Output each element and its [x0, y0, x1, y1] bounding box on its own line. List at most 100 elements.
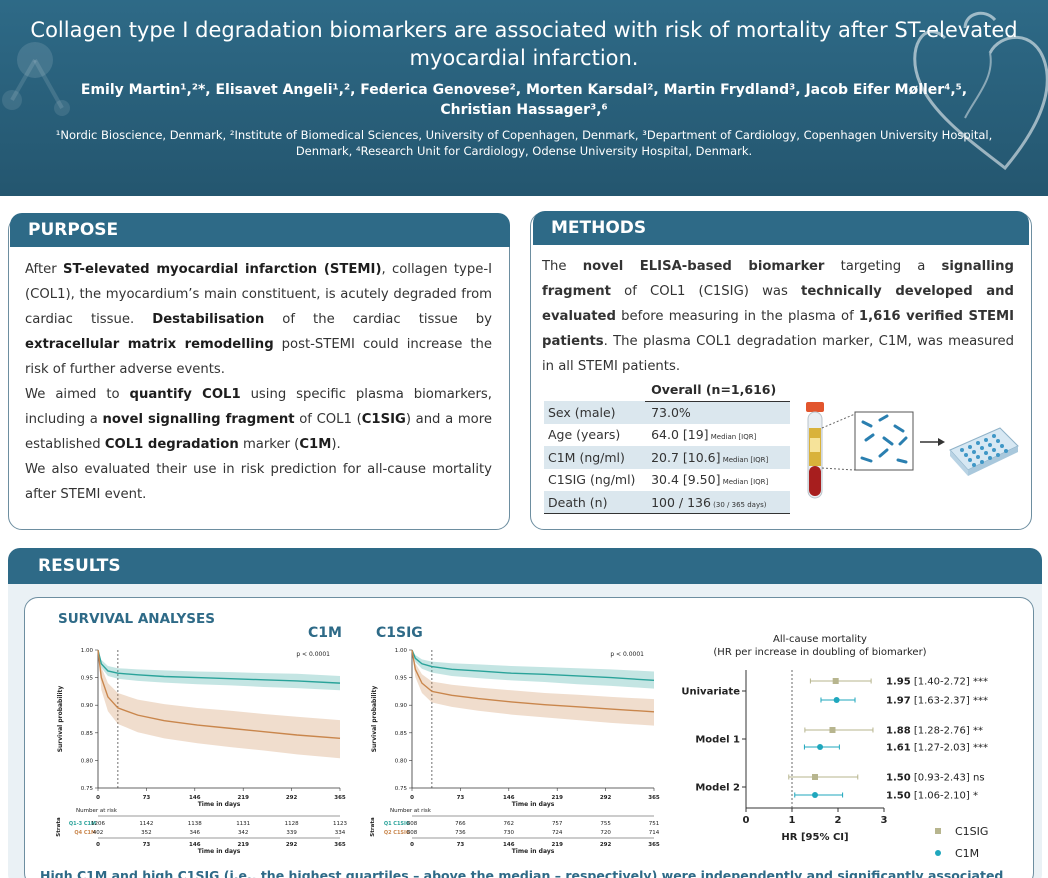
hr-ci: [1.28-2.76] ** [911, 726, 983, 737]
hr-ci: [1.40-2.72] *** [911, 677, 988, 688]
risk-value: 1128 [285, 821, 299, 827]
affiliations-line2: Denmark, ⁴Research Unit for Cardiology, … [295, 144, 753, 158]
y-tick-label: 0.95 [81, 676, 94, 682]
forest-title: All-cause mortality [773, 634, 867, 645]
y-tick-label: 0.80 [395, 758, 408, 764]
y-tick-label: 0.75 [81, 786, 94, 792]
text-segment: using specific plasma biomarkers, includ… [25, 387, 492, 427]
purpose-text: After ST-elevated myocardial infarction … [25, 257, 492, 507]
arrow-right-icon [920, 438, 945, 446]
risk-x-tick-label: 365 [648, 842, 660, 848]
risk-x-tick-label: 292 [286, 842, 298, 848]
text-segment: We also evaluated their use in risk pred… [25, 462, 492, 502]
x-tick-label: 73 [457, 795, 465, 801]
legend-label: C1M [955, 847, 979, 860]
table-cell-value: 64.0 [19] Median [IQR] [645, 424, 790, 447]
value-text: 20.7 [10.6] [651, 449, 721, 465]
y-tick-label: 0.90 [81, 703, 94, 709]
risk-value: 736 [455, 830, 466, 836]
hr-point-circle [833, 697, 840, 703]
hr-point-circle [817, 744, 824, 750]
x-tick-label: 365 [334, 795, 346, 801]
risk-row-name: Q1 C1SIG [384, 821, 410, 827]
table-cell-label: Age (years) [548, 427, 621, 443]
risk-value: 334 [335, 830, 346, 836]
hr-text: 1.50 [0.93-2.43] ns [886, 773, 985, 784]
risk-value: 1142 [139, 821, 153, 827]
forest-group-label: Model 2 [695, 783, 740, 794]
poster-header: Collagen type I degradation biomarkers a… [0, 0, 1048, 196]
risk-x-tick-label: 0 [96, 842, 100, 848]
risk-value: 757 [552, 821, 563, 827]
y-axis-label: Survival probability [371, 686, 378, 753]
text-segment: novel ELISA-based biomarker [582, 259, 825, 274]
value-text: 100 / 136 [651, 494, 711, 510]
text-segment: before measuring in the plasma of [615, 309, 859, 324]
risk-x-tick-label: 219 [237, 842, 249, 848]
risk-table-header: Number at risk [76, 808, 118, 814]
text-segment: 1,616 verified STEMI patients [542, 309, 1014, 349]
y-tick-label: 0.90 [395, 703, 408, 709]
methods-heading: METHODS [533, 211, 1029, 245]
p-value-label: p < 0.0001 [296, 651, 330, 658]
y-tick-label: 0.85 [395, 731, 408, 737]
hr-value: 1.95 [886, 677, 911, 688]
authors-line2: Christian Hassager³,⁶ [440, 102, 608, 118]
risk-row-name: Q1-3 C1M [69, 821, 96, 827]
hr-point-circle [812, 792, 818, 798]
risk-x-tick-label: 365 [334, 842, 346, 848]
x-axis-label: Time in days [512, 801, 555, 808]
risk-value: 1123 [333, 821, 347, 827]
forest-plot: All-cause mortality (HR per increase in d… [681, 634, 988, 860]
risk-x-tick-label: 146 [503, 842, 515, 848]
risk-x-tick-label: 73 [457, 842, 465, 848]
results-heading: RESULTS [8, 548, 1042, 584]
hr-ci: [1.27-2.03] *** [911, 743, 988, 754]
table-cell-value: 30.4 [9.50] Median [IQR] [645, 469, 790, 492]
y-tick-label: 0.85 [81, 731, 94, 737]
hr-value: 1.50 [886, 773, 911, 784]
heart-outline-icon [913, 11, 1048, 171]
x-tick-label: 219 [237, 795, 249, 801]
text-segment: post-STEMI could increase the risk of fu… [25, 337, 492, 377]
value-text: 64.0 [19] [651, 427, 709, 443]
table-cell-label: C1SIG (ng/ml) [548, 472, 636, 488]
hr-ci: [0.93-2.43] ns [911, 773, 985, 784]
hr-value: 1.50 [886, 791, 911, 802]
forest-x-axis-label: HR [95% CI] [781, 832, 848, 843]
authors-line1: Emily Martin¹,²*, Elisavet Angeli¹,², Fe… [80, 82, 968, 98]
hr-value: 1.61 [886, 743, 911, 754]
text-segment: novel signalling fragment [102, 412, 295, 427]
risk-value: 1206 [91, 821, 105, 827]
forest-x-tick-label: 0 [743, 815, 750, 826]
risk-x-tick-label: 146 [189, 842, 201, 848]
km-chart-c1m: 1.000.950.900.850.800.750 73 146 219 292 365T… [56, 648, 347, 855]
x-axis-label: Time in days [198, 801, 241, 808]
hr-value: 1.88 [886, 726, 911, 737]
hr-text: 1.50 [1.06-2.10] * [886, 791, 978, 802]
risk-value: 766 [455, 821, 466, 827]
table-header-row: Overall (n=1,616) [544, 379, 790, 402]
x-tick-label: 292 [286, 795, 298, 801]
confidence-band [98, 650, 340, 759]
hr-text: 1.61 [1.27-2.03] *** [886, 743, 988, 754]
forest-group-label: Model 1 [695, 735, 740, 746]
hr-value: 1.97 [886, 696, 911, 707]
text-segment: Destabilisation [152, 312, 265, 327]
y-tick-label: 1.00 [81, 648, 94, 654]
text-segment: The [542, 259, 583, 274]
affiliations-line1: ¹Nordic Bioscience, Denmark, ²Institute … [55, 128, 993, 142]
baseline-table: Overall (n=1,616) Sex (male) 73.0% Age (ye… [544, 379, 790, 514]
hr-ci: [1.63-2.37] *** [911, 696, 988, 707]
survival-line [411, 649, 655, 682]
forest-subtitle: (HR per increase in doubling of biomarke… [713, 647, 926, 658]
risk-value: 339 [286, 830, 297, 836]
molecule-icon [2, 42, 70, 116]
legend-square-icon [935, 828, 941, 834]
risk-value: 755 [600, 821, 611, 827]
risk-value: 1138 [188, 821, 202, 827]
text-segment: marker ( [238, 437, 300, 452]
table-cell-label: Death (n) [544, 491, 646, 514]
blood-tube-icon [806, 402, 824, 499]
